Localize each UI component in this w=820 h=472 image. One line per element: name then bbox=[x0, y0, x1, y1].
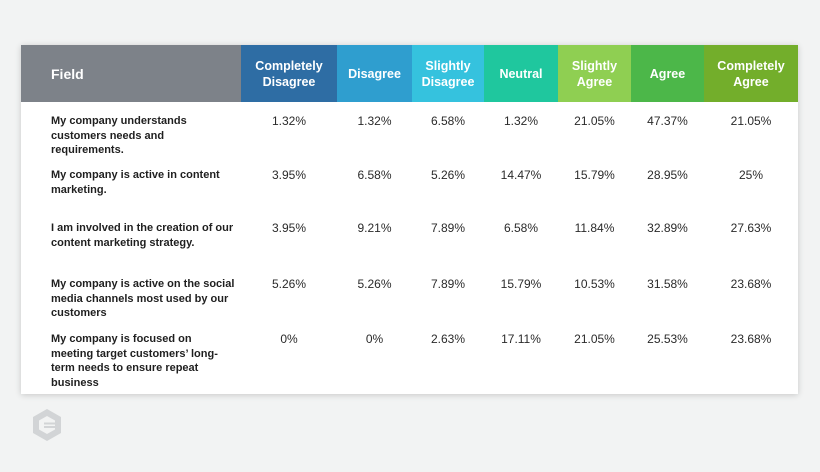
table-cell-value: 28.95% bbox=[647, 168, 688, 182]
table-row: I am involved in the creation of our con… bbox=[21, 221, 798, 275]
header-disagree: Disagree bbox=[337, 45, 412, 102]
table-cell-value: 17.11% bbox=[501, 332, 541, 346]
header-slightly-agree: Slightly Agree bbox=[558, 45, 631, 102]
table-row: My company is focused on meeting target … bbox=[21, 332, 798, 389]
row-field-label: My company is focused on meeting target … bbox=[51, 333, 218, 389]
table-cell-value: 2.63% bbox=[430, 332, 466, 346]
table-cell-value: 6.58% bbox=[503, 221, 539, 235]
table-cell-value: 47.37% bbox=[647, 114, 688, 128]
table-cell-value: 27.63% bbox=[730, 221, 772, 235]
table-cell-value: 1.32% bbox=[503, 114, 539, 128]
table-cell-value: 23.68% bbox=[730, 277, 772, 291]
header-completely-disagree: Completely Disagree bbox=[241, 45, 337, 102]
table-cell-value: 31.58% bbox=[647, 277, 688, 291]
table-header: Field Completely Disagree Disagree Slightly D… bbox=[21, 45, 798, 102]
table-row: My company is active on the social media… bbox=[21, 277, 798, 331]
header-agree: Agree bbox=[631, 45, 704, 102]
table-cell-value: 9.21% bbox=[357, 221, 392, 235]
row-field-label: My company is active on the social media… bbox=[51, 278, 235, 319]
header-field: Field bbox=[21, 45, 241, 102]
table-cell-value: 15.79% bbox=[574, 168, 615, 182]
table-cell-value: 11.84% bbox=[574, 221, 615, 235]
table-cell-value: 15.79% bbox=[500, 277, 542, 291]
table-cell-value: 1.32% bbox=[271, 114, 307, 128]
table-cell-value: 32.89% bbox=[647, 221, 688, 235]
survey-table: Field Completely Disagree Disagree Slightly D… bbox=[21, 45, 798, 394]
table-cell-value: 0% bbox=[280, 332, 298, 346]
table-row: My company understands customers needs a… bbox=[21, 114, 798, 166]
row-field-label: My company understands customers needs a… bbox=[51, 115, 187, 156]
table-cell-value: 1.32% bbox=[357, 114, 392, 128]
table-cell-value: 0% bbox=[365, 332, 384, 346]
table-cell-value: 10.53% bbox=[574, 277, 615, 291]
table-cell-value: 7.89% bbox=[430, 277, 466, 291]
row-field-label: My company is active in content marketin… bbox=[51, 169, 220, 196]
table-cell-value: 21.05% bbox=[574, 332, 615, 346]
table-cell-value: 3.95% bbox=[271, 168, 307, 182]
table-row: My company is active in content marketin… bbox=[21, 168, 798, 220]
table-cell-value: 25% bbox=[738, 168, 764, 182]
table-cell-value: 25.53% bbox=[647, 332, 688, 346]
brand-logo-icon bbox=[30, 408, 64, 442]
header-neutral: Neutral bbox=[484, 45, 558, 102]
table-cell-value: 5.26% bbox=[357, 277, 392, 291]
row-field-label: I am involved in the creation of our con… bbox=[51, 222, 234, 249]
table-cell-value: 5.26% bbox=[271, 277, 307, 291]
table-cell-value: 7.89% bbox=[430, 221, 466, 235]
table-cell-value: 21.05% bbox=[730, 114, 772, 128]
table-cell-value: 3.95% bbox=[271, 221, 307, 235]
table-cell-value: 6.58% bbox=[430, 114, 466, 128]
table-cell-value: 21.05% bbox=[574, 114, 615, 128]
header-completely-agree: Completely Agree bbox=[704, 45, 798, 102]
table-cell-value: 23.68% bbox=[730, 332, 772, 346]
table-cell-value: 6.58% bbox=[357, 168, 392, 182]
table-cell-value: 14.47% bbox=[500, 168, 542, 182]
header-slightly-disagree: Slightly Disagree bbox=[412, 45, 484, 102]
table-cell-value: 5.26% bbox=[430, 168, 466, 182]
